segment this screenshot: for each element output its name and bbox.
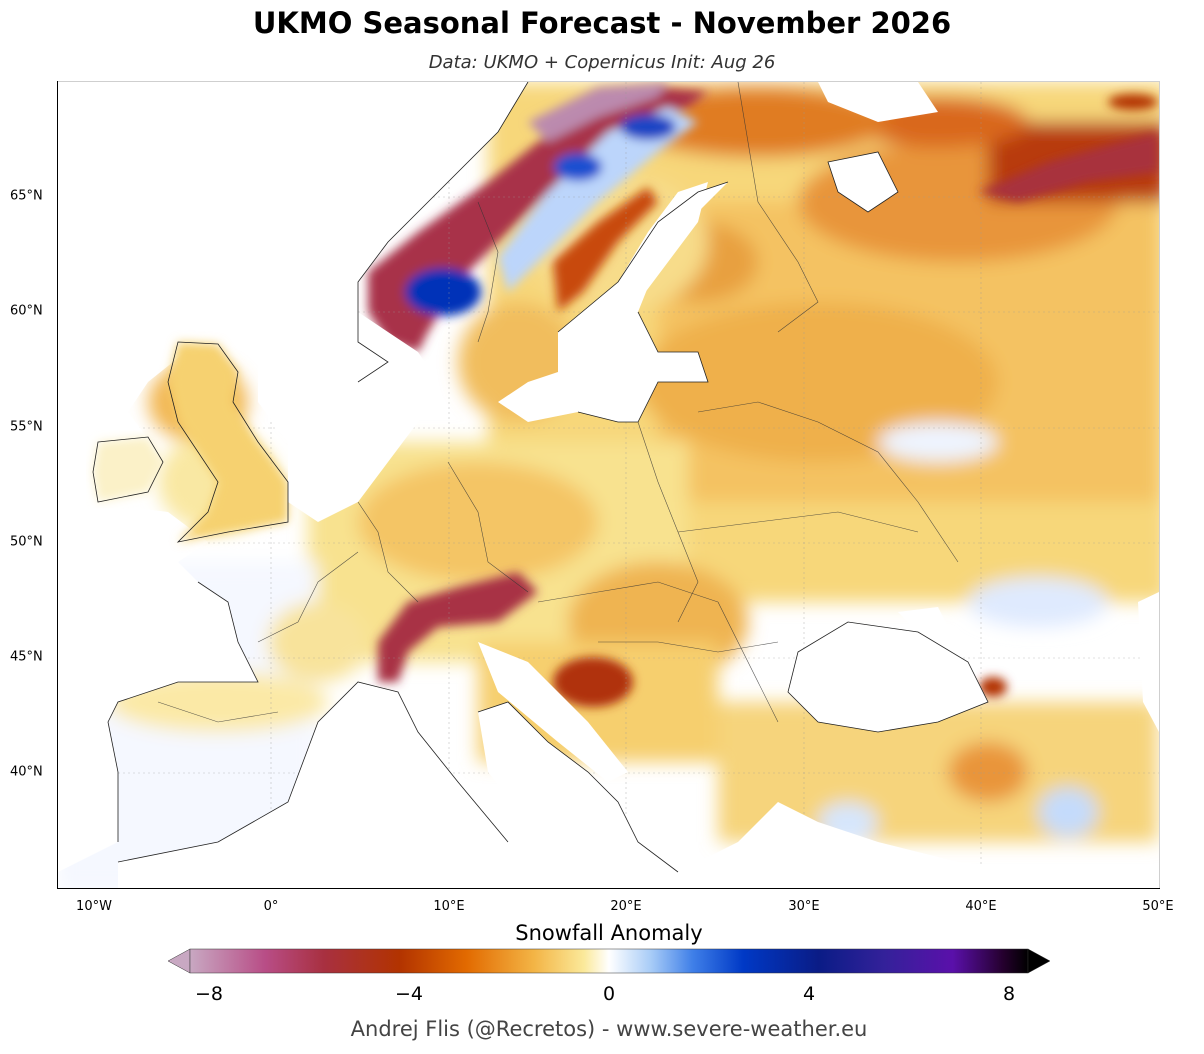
colorbar-tick-label: 8 <box>1002 983 1016 1005</box>
colorbar-max-extend <box>1027 948 1050 974</box>
colorbar-min-extend <box>168 948 191 974</box>
lon-tick-label: 0° <box>263 899 279 914</box>
lat-tick-label: 55°N <box>10 419 43 435</box>
coastlines <box>92 82 989 873</box>
map-area <box>58 81 1160 889</box>
credit-line: Andrej Flis (@Recretos) - www.severe-wea… <box>350 1017 868 1041</box>
map-left-axis <box>57 81 58 889</box>
lon-tick-label: 30°E <box>788 899 820 914</box>
map-title: UKMO Seasonal Forecast - November 2026 <box>252 6 952 40</box>
map-subtitle: Data: UKMO + Copernicus Init: Aug 26 <box>428 52 776 73</box>
lon-tick-label: 20°E <box>610 899 642 914</box>
colorbar-tick-label: −8 <box>194 983 224 1005</box>
lat-tick-label: 60°N <box>10 303 43 319</box>
country-borders <box>157 82 959 723</box>
lat-tick-label: 65°N <box>10 188 43 204</box>
lon-tick-label: 10°E <box>433 899 465 914</box>
lon-tick-label: 10°W <box>76 899 112 914</box>
snowfall-anomaly-map <box>58 82 1159 889</box>
colorbar-gradient <box>189 948 1029 974</box>
map-bottom-axis <box>57 888 1160 889</box>
colorbar <box>168 948 1050 974</box>
water-bodies <box>58 82 1159 889</box>
lon-tick-label: 50°E <box>1142 899 1174 914</box>
colorbar-tick-label: 4 <box>802 983 816 1005</box>
colorbar-tick-label: −4 <box>394 983 424 1005</box>
lat-tick-label: 50°N <box>10 534 43 550</box>
lat-tick-label: 45°N <box>10 649 43 665</box>
lon-tick-label: 40°E <box>965 899 997 914</box>
colorbar-title: Snowfall Anomaly <box>515 921 703 945</box>
lat-tick-label: 40°N <box>10 764 43 780</box>
colorbar-tick-label: 0 <box>602 983 616 1005</box>
anomaly-cores <box>368 82 1158 707</box>
